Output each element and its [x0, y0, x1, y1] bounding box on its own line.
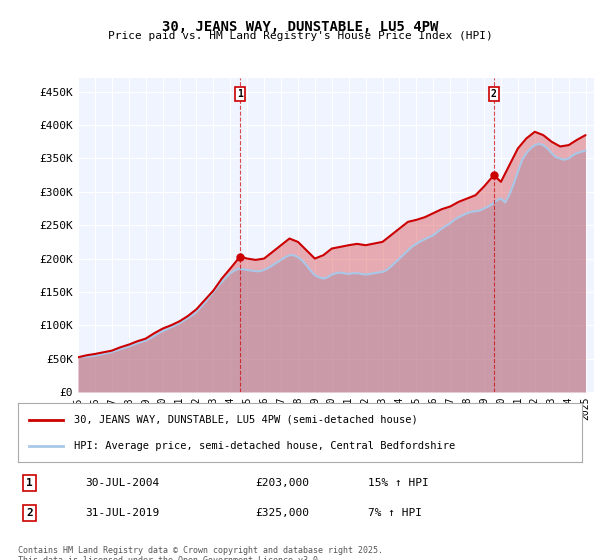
- Text: 30, JEANS WAY, DUNSTABLE, LU5 4PW: 30, JEANS WAY, DUNSTABLE, LU5 4PW: [162, 20, 438, 34]
- Text: 30, JEANS WAY, DUNSTABLE, LU5 4PW (semi-detached house): 30, JEANS WAY, DUNSTABLE, LU5 4PW (semi-…: [74, 414, 418, 424]
- Text: 7% ↑ HPI: 7% ↑ HPI: [368, 508, 422, 518]
- Text: HPI: Average price, semi-detached house, Central Bedfordshire: HPI: Average price, semi-detached house,…: [74, 441, 455, 451]
- Text: 30-JUL-2004: 30-JUL-2004: [86, 478, 160, 488]
- Text: 2: 2: [26, 508, 32, 518]
- Text: 15% ↑ HPI: 15% ↑ HPI: [368, 478, 428, 488]
- Text: Contains HM Land Registry data © Crown copyright and database right 2025.
This d: Contains HM Land Registry data © Crown c…: [18, 546, 383, 560]
- Text: £325,000: £325,000: [255, 508, 309, 518]
- Text: 2: 2: [491, 90, 497, 99]
- Text: Price paid vs. HM Land Registry's House Price Index (HPI): Price paid vs. HM Land Registry's House …: [107, 31, 493, 41]
- Text: £203,000: £203,000: [255, 478, 309, 488]
- Text: 31-JUL-2019: 31-JUL-2019: [86, 508, 160, 518]
- Text: 1: 1: [26, 478, 32, 488]
- Text: 1: 1: [237, 90, 243, 99]
